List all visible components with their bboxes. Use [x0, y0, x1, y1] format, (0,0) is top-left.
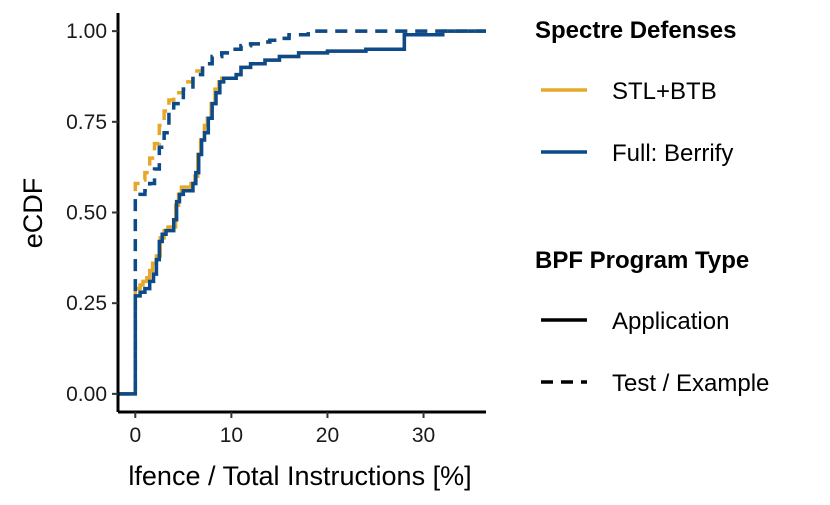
legend: Spectre Defenses STL+BTB Full: Berrify BPF …: [535, 17, 769, 397]
x-tick-label: 10: [220, 424, 243, 447]
y-axis-title: eCDF: [18, 178, 48, 249]
legend-label: Test / Example: [612, 370, 769, 397]
series-line-2: [118, 29, 486, 396]
y-tick-label: 0.00: [66, 383, 107, 406]
x-tick-label: 20: [316, 424, 339, 447]
legend-label: Application: [612, 308, 729, 335]
legend-title: BPF Program Type: [535, 247, 749, 274]
x-axis-title: lfence / Total Instructions [%]: [128, 461, 471, 491]
y-tick-label: 0.25: [66, 292, 107, 315]
series-line-4: [118, 29, 486, 396]
legend-label: Full: Berrify: [612, 140, 733, 167]
legend-label: STL+BTB: [612, 78, 717, 105]
y-tick-label: 0.50: [66, 202, 107, 225]
legend-title: Spectre Defenses: [535, 17, 736, 44]
y-tick-label: 1.00: [66, 20, 107, 43]
x-tick-label: 30: [412, 424, 435, 447]
plot-area: [118, 29, 486, 396]
y-tick-label: 0.75: [66, 111, 107, 134]
x-tick-label: 0: [129, 424, 141, 447]
series-line-3: [118, 29, 486, 396]
series-line-1: [118, 29, 486, 396]
axes: 0.00 0.25 0.50 0.75 1.00 0 10 20 30: [66, 13, 486, 447]
